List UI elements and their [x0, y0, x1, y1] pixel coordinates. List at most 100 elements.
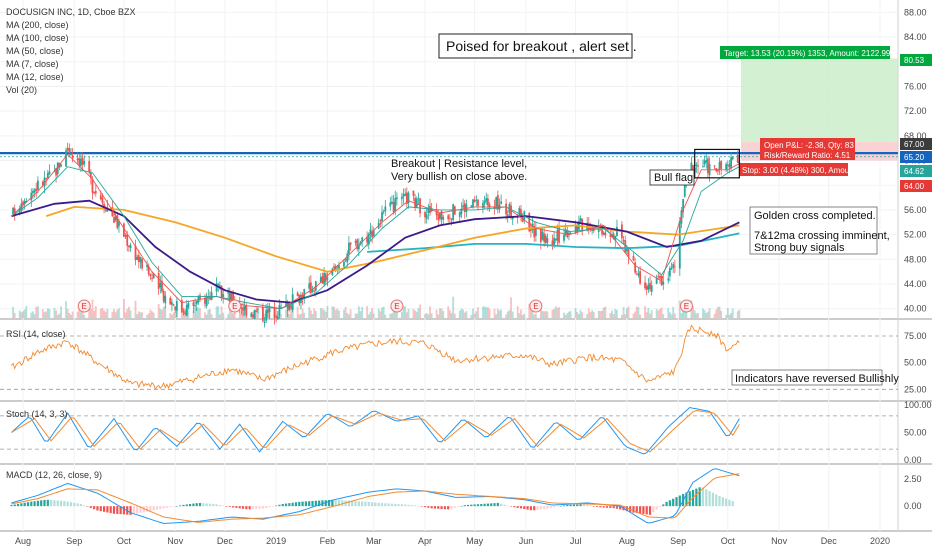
candle-body[interactable] — [576, 225, 579, 232]
candle-body[interactable] — [261, 306, 264, 321]
candle-body[interactable] — [199, 295, 201, 300]
candle-body[interactable] — [657, 275, 660, 277]
candle-body[interactable] — [482, 203, 484, 208]
candle-body[interactable] — [55, 168, 57, 176]
candle-body[interactable] — [622, 240, 625, 242]
candle-body[interactable] — [697, 165, 699, 167]
candle-body[interactable] — [319, 276, 322, 282]
candle-body[interactable] — [81, 157, 84, 165]
candle-body[interactable] — [379, 220, 382, 222]
study-ma50[interactable]: MA (50, close) — [6, 46, 64, 56]
candle-body[interactable] — [417, 198, 420, 199]
candle-body[interactable] — [357, 244, 360, 250]
stoch-d-line[interactable] — [11, 409, 740, 453]
candle-body[interactable] — [713, 165, 716, 167]
candle-body[interactable] — [255, 310, 258, 312]
candle-body[interactable] — [146, 264, 148, 268]
line-ma7[interactable] — [11, 153, 740, 310]
candle-body[interactable] — [89, 172, 92, 179]
candle-body[interactable] — [175, 301, 178, 311]
candle-body[interactable] — [321, 276, 324, 284]
candle-body[interactable] — [288, 303, 291, 310]
candle-body[interactable] — [644, 282, 646, 289]
candle-body[interactable] — [361, 237, 364, 243]
candle-body[interactable] — [647, 284, 650, 290]
candle-body[interactable] — [692, 164, 694, 173]
candle-body[interactable] — [149, 274, 152, 276]
candle-body[interactable] — [209, 297, 211, 300]
candle-body[interactable] — [18, 208, 21, 215]
candle-body[interactable] — [634, 262, 637, 273]
candle-body[interactable] — [506, 214, 509, 217]
candle-body[interactable] — [218, 285, 221, 287]
study-ma100[interactable]: MA (100, close) — [6, 33, 69, 43]
candle-body[interactable] — [172, 304, 175, 306]
candle-body[interactable] — [632, 255, 635, 261]
candle-body[interactable] — [336, 266, 339, 268]
candle-body[interactable] — [127, 245, 130, 247]
candle-body[interactable] — [488, 204, 491, 208]
candle-body[interactable] — [354, 241, 357, 243]
earnings-marker[interactable] — [77, 299, 91, 313]
candle-body[interactable] — [116, 215, 119, 229]
candle-body[interactable] — [402, 194, 405, 197]
candle-body[interactable] — [673, 266, 676, 268]
candle-body[interactable] — [333, 266, 335, 269]
candle-body[interactable] — [495, 197, 498, 209]
candle-body[interactable] — [195, 300, 198, 305]
candle-body[interactable] — [566, 230, 569, 237]
candle-body[interactable] — [601, 227, 603, 235]
candle-body[interactable] — [113, 217, 115, 223]
candle-body[interactable] — [682, 199, 685, 212]
macd-line[interactable] — [11, 468, 740, 525]
candle-body[interactable] — [496, 195, 499, 210]
candle-body[interactable] — [728, 164, 731, 168]
candle-body[interactable] — [510, 205, 512, 218]
candle-body[interactable] — [574, 224, 577, 233]
candle-body[interactable] — [639, 271, 642, 284]
candle-body[interactable] — [68, 148, 71, 153]
candle-body[interactable] — [242, 307, 244, 311]
candle-body[interactable] — [137, 255, 140, 262]
candle-body[interactable] — [12, 207, 14, 215]
candle-body[interactable] — [447, 215, 450, 220]
candle-body[interactable] — [343, 261, 345, 267]
candle-body[interactable] — [240, 307, 243, 309]
candle-body[interactable] — [217, 284, 220, 286]
candle-body[interactable] — [625, 249, 628, 252]
candle-body[interactable] — [604, 232, 607, 236]
candle-body[interactable] — [392, 201, 395, 213]
candle-body[interactable] — [286, 302, 289, 311]
candle-body[interactable] — [169, 297, 172, 305]
candle-body[interactable] — [170, 302, 173, 305]
candle-body[interactable] — [141, 258, 144, 269]
candle-body[interactable] — [627, 249, 630, 258]
study-ma7[interactable]: MA (7, close) — [6, 59, 59, 69]
candle-body[interactable] — [518, 208, 521, 217]
candle-body[interactable] — [187, 303, 190, 308]
candle-body[interactable] — [338, 265, 340, 269]
candle-body[interactable] — [162, 291, 165, 302]
candle-body[interactable] — [159, 282, 162, 288]
candle-body[interactable] — [60, 164, 62, 167]
candle-body[interactable] — [473, 199, 476, 203]
stoch-k-line[interactable] — [11, 406, 740, 455]
candle-body[interactable] — [266, 309, 269, 313]
candle-body[interactable] — [192, 302, 195, 306]
candle-body[interactable] — [541, 231, 544, 240]
candle-body[interactable] — [91, 179, 94, 193]
candle-body[interactable] — [520, 209, 522, 217]
candle-body[interactable] — [104, 208, 107, 211]
candle-body[interactable] — [326, 277, 329, 280]
candle-body[interactable] — [609, 234, 612, 237]
candle-body[interactable] — [268, 307, 271, 312]
candle-body[interactable] — [76, 158, 79, 161]
candle-body[interactable] — [680, 210, 683, 224]
candle-body[interactable] — [36, 180, 39, 190]
candle-body[interactable] — [394, 198, 397, 211]
line-ma50[interactable] — [11, 199, 740, 304]
candle-body[interactable] — [569, 232, 572, 234]
candle-body[interactable] — [23, 200, 26, 205]
candle-body[interactable] — [56, 162, 59, 175]
candle-body[interactable] — [103, 203, 105, 207]
